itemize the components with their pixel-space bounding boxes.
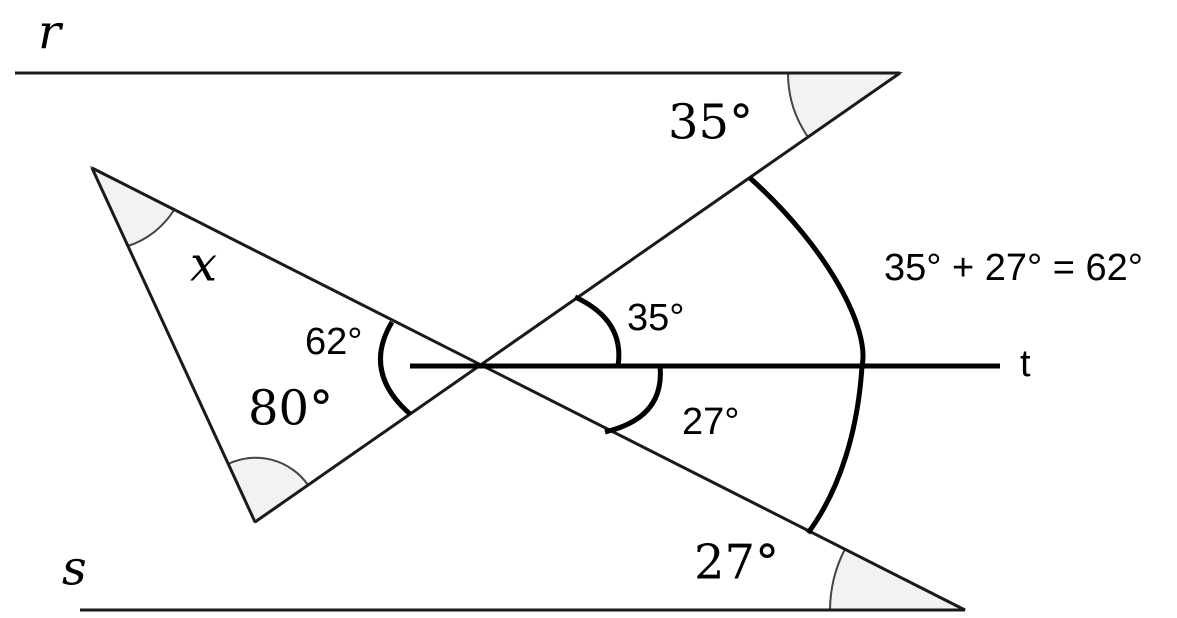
angle-label: 35° xyxy=(627,297,684,339)
angle-arc xyxy=(573,294,622,367)
angle-label: 27° xyxy=(682,401,739,443)
angle-arc xyxy=(748,176,866,535)
line-label: t xyxy=(1020,343,1031,385)
equation: 35° + 27° = 62° xyxy=(884,247,1143,289)
angle-label: 27° xyxy=(694,535,779,591)
triangle-side xyxy=(90,167,257,523)
angle-arc xyxy=(604,365,663,435)
angle-arc xyxy=(377,320,412,416)
angle-label: 35° xyxy=(668,95,753,151)
line-label: s xyxy=(62,541,87,597)
line-label: r xyxy=(38,5,64,61)
angle-wedge xyxy=(786,72,904,139)
angle-label: 80° xyxy=(248,381,333,437)
angle-wedge xyxy=(89,165,176,248)
angle-label: x xyxy=(190,237,217,293)
angle-label: 62° xyxy=(305,321,362,363)
transversal xyxy=(91,166,966,612)
